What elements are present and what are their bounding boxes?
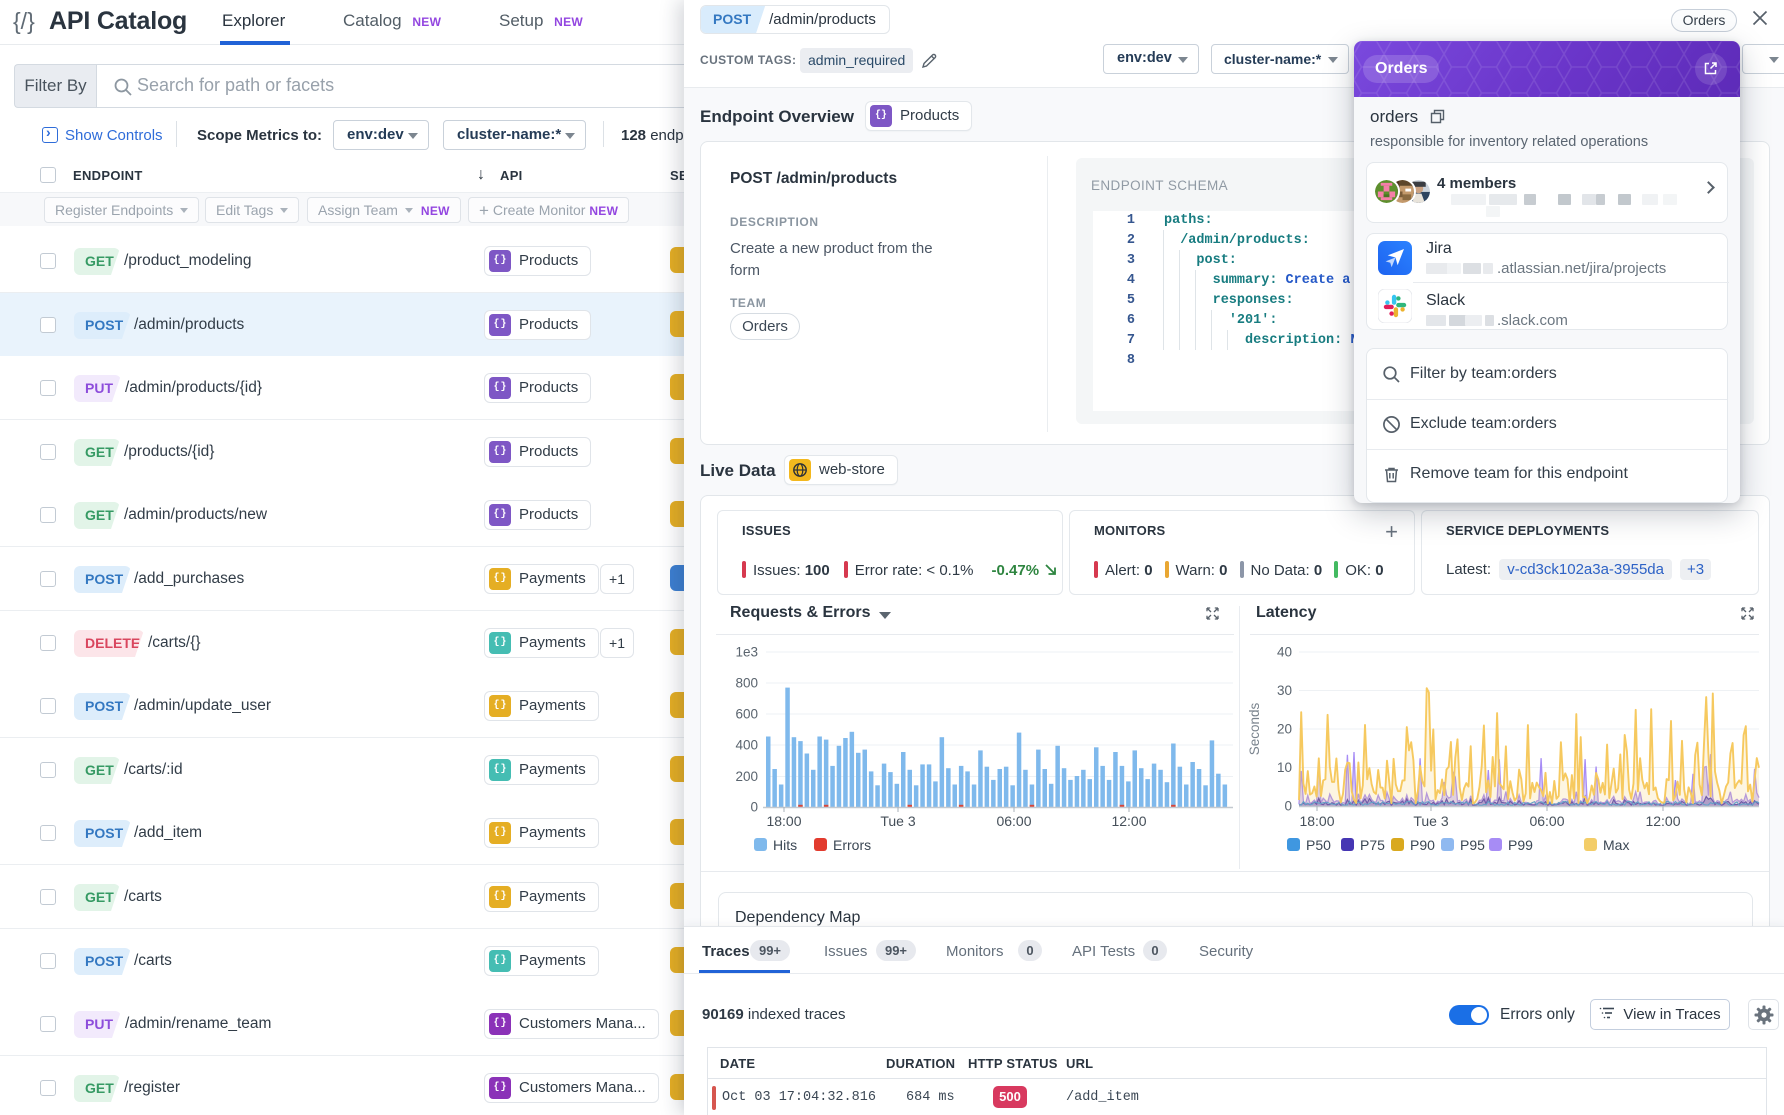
- svg-text:Tue 3: Tue 3: [1413, 813, 1448, 829]
- svg-text:30: 30: [1277, 683, 1292, 698]
- svg-text:800: 800: [735, 676, 758, 691]
- svg-text:0: 0: [1284, 799, 1292, 814]
- svg-text:12:00: 12:00: [1111, 813, 1146, 829]
- svg-text:06:00: 06:00: [996, 813, 1031, 829]
- svg-text:40: 40: [1277, 645, 1292, 660]
- svg-text:06:00: 06:00: [1529, 813, 1564, 829]
- svg-text:600: 600: [735, 707, 758, 722]
- svg-text:18:00: 18:00: [766, 813, 801, 829]
- svg-text:200: 200: [735, 769, 758, 784]
- svg-text:12:00: 12:00: [1645, 813, 1680, 829]
- svg-text:20: 20: [1277, 722, 1292, 737]
- svg-text:Tue 3: Tue 3: [880, 813, 915, 829]
- svg-text:1e3: 1e3: [735, 645, 758, 660]
- svg-text:0: 0: [750, 800, 758, 815]
- svg-text:Seconds: Seconds: [1247, 702, 1262, 755]
- svg-text:18:00: 18:00: [1299, 813, 1334, 829]
- svg-text:10: 10: [1277, 760, 1292, 775]
- svg-text:400: 400: [735, 738, 758, 753]
